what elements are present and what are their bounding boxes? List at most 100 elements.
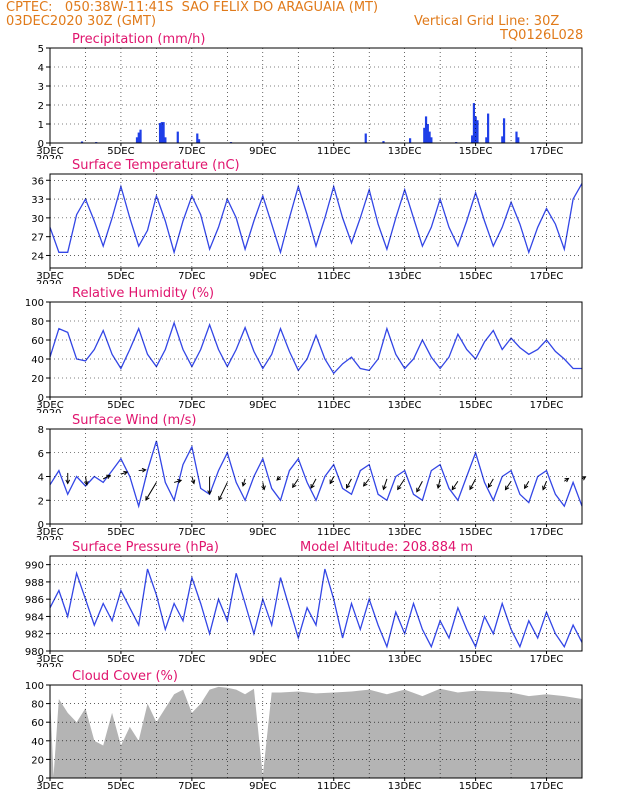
humidity-title: Relative Humidity (%) — [72, 286, 214, 301]
y-tick-label: 40 — [31, 737, 44, 748]
x-tick-label: 17DEC — [530, 400, 564, 411]
x-tick-label: 15DEC — [459, 781, 493, 792]
x-tick-label: 9DEC — [249, 271, 276, 282]
wind-arrow — [120, 471, 128, 475]
x-tick-label: 11DEC — [317, 400, 351, 411]
precip-bar — [474, 116, 477, 143]
wind-arrow — [138, 469, 146, 472]
x-tick-label: 5DEC — [107, 400, 134, 411]
wind-arrowhead — [241, 481, 247, 487]
precip-bar — [501, 136, 504, 143]
humidity-panel — [46, 301, 583, 400]
x-tick-label: 11DEC — [317, 781, 351, 792]
x-tick-label: 7DEC — [178, 527, 205, 538]
year-label: 2020 — [36, 535, 61, 546]
precipitation-title: Precipitation (mm/h) — [72, 32, 205, 47]
year-label: 2020 — [36, 662, 61, 673]
y-tick-label: 27 — [31, 233, 44, 244]
x-tick-label: 3DEC — [36, 400, 63, 411]
wind-arrow — [542, 481, 547, 490]
wind-arrowhead — [524, 484, 529, 490]
precip-bar — [476, 120, 479, 143]
precip-bar — [158, 123, 162, 143]
y-tick-label: 3 — [38, 82, 44, 93]
wind-panel — [46, 428, 587, 527]
x-tick-label: 9DEC — [249, 146, 276, 157]
y-tick-label: 2 — [38, 496, 44, 507]
x-tick-label: 17DEC — [530, 781, 564, 792]
y-tick-label: 60 — [31, 718, 44, 729]
wind-arrowhead — [145, 495, 150, 501]
wind-arrowhead — [292, 483, 297, 489]
wind-arrow — [191, 476, 195, 484]
cloud-title: Cloud Cover (%) — [72, 669, 178, 684]
wind-arrow — [488, 478, 494, 488]
x-tick-label: 11DEC — [317, 654, 351, 665]
wind-arrowhead — [416, 487, 421, 493]
pressure-subtitle: Model Altitude: 208.884 m — [300, 540, 473, 555]
x-tick-label: 11DEC — [317, 527, 351, 538]
wind-arrow — [242, 478, 246, 487]
x-tick-label: 15DEC — [459, 400, 493, 411]
x-tick-label: 15DEC — [459, 146, 493, 157]
precip-bar — [135, 137, 139, 143]
x-tick-label: 7DEC — [178, 400, 205, 411]
precip-bar — [164, 137, 167, 143]
wind-arrowhead — [542, 485, 547, 491]
wind-arrow — [505, 480, 512, 490]
wind-arrow — [469, 478, 477, 490]
wind-arrowhead — [123, 470, 129, 476]
precip-bar — [430, 137, 433, 143]
precip-bar — [487, 113, 490, 143]
x-tick-label: 13DEC — [388, 271, 422, 282]
wind-arrow — [382, 478, 388, 490]
x-tick-label: 3DEC — [36, 654, 63, 665]
x-tick-label: 17DEC — [530, 654, 564, 665]
precip-bar — [423, 127, 426, 143]
pressure-frame — [49, 555, 583, 652]
x-tick-label: 13DEC — [388, 527, 422, 538]
precip-bar — [472, 103, 476, 143]
y-tick-label: 0 — [38, 774, 44, 785]
precip-bar — [197, 139, 201, 143]
wind-title: Surface Wind (m/s) — [72, 413, 196, 428]
wind-arrow — [451, 480, 459, 490]
x-tick-label: 11DEC — [317, 271, 351, 282]
y-tick-label: 80 — [31, 317, 44, 328]
wind-arrowhead — [397, 485, 402, 491]
wind-arrowhead — [469, 485, 474, 491]
wind-arrowhead — [261, 485, 266, 491]
wind-arrowhead — [177, 479, 183, 484]
wind-arrowhead — [581, 476, 587, 481]
y-tick-label: 40 — [31, 355, 44, 366]
y-tick-label: 4 — [38, 473, 44, 484]
x-tick-label: 7DEC — [178, 654, 205, 665]
y-tick-label: 33 — [31, 195, 44, 206]
y-tick-label: 30 — [31, 214, 44, 225]
x-tick-label: 7DEC — [178, 271, 205, 282]
year-label: 2020 — [36, 408, 61, 419]
pressure-panel — [46, 555, 583, 654]
y-tick-label: 8 — [38, 425, 44, 436]
x-tick-label: 9DEC — [249, 400, 276, 411]
x-tick-label: 3DEC — [36, 781, 63, 792]
humidity-line — [49, 320, 582, 375]
wind-arrow — [218, 482, 228, 501]
header-station: CPTEC: 050:38W-11:41S SAO FELIX DO ARAGU… — [6, 0, 379, 15]
wind-arrowhead — [310, 483, 315, 489]
y-tick-label: 0 — [38, 139, 44, 150]
wind-arrow — [292, 478, 299, 488]
x-tick-label: 15DEC — [459, 527, 493, 538]
x-tick-label: 17DEC — [530, 271, 564, 282]
precip-bar — [137, 132, 140, 143]
precip-bar — [424, 116, 428, 143]
y-tick-label: 5 — [38, 44, 44, 55]
y-tick-label: 36 — [31, 176, 44, 187]
x-tick-label: 9DEC — [249, 527, 276, 538]
x-tick-label: 5DEC — [107, 781, 134, 792]
x-tick-label: 13DEC — [388, 781, 422, 792]
x-tick-label: 13DEC — [388, 654, 422, 665]
wind-arrow — [145, 482, 157, 501]
y-tick-label: 984 — [25, 612, 44, 623]
wind-arrow — [437, 478, 441, 489]
